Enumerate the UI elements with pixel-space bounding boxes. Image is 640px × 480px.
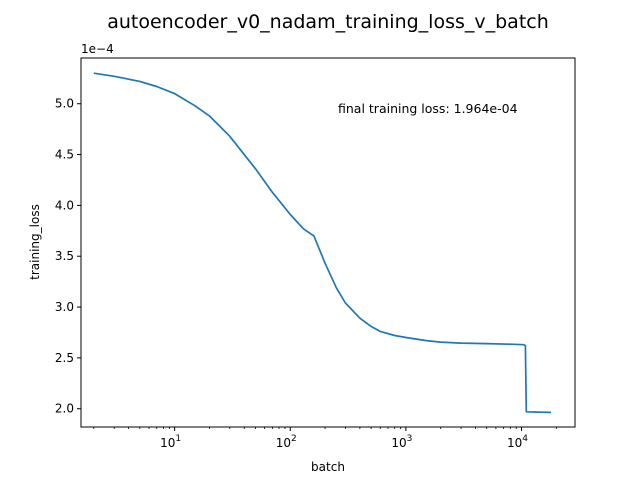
x-tick-label: 103 (391, 434, 412, 450)
y-tick-label: 3.5 (55, 249, 74, 263)
x-tick-label: 101 (160, 434, 181, 450)
final-loss-annotation: final training loss: 1.964e-04 (338, 101, 518, 116)
training-loss-line (93, 72, 552, 414)
y-axis: 2.0 2.5 3.0 3.5 4.0 4.5 5.0 (55, 97, 81, 416)
series-layer (93, 72, 552, 414)
y-axis-label: training_loss (28, 204, 42, 280)
y-tick-label: 2.0 (55, 402, 74, 416)
y-tick-label: 3.0 (55, 300, 74, 314)
y-tick-label: 4.5 (55, 148, 74, 162)
plot-area-frame (80, 57, 576, 428)
y-tick-label: 4.0 (55, 198, 74, 212)
y-tick-label: 5.0 (55, 97, 74, 111)
x-tick-label: 104 (507, 434, 528, 450)
chart-title: autoencoder_v0_nadam_training_loss_v_bat… (107, 11, 549, 33)
x-tick-label: 102 (276, 434, 297, 450)
y-axis-multiplier: 1e−4 (81, 42, 114, 56)
y-tick-label: 2.5 (55, 351, 74, 365)
x-axis-label: batch (311, 460, 345, 474)
x-axis: 101 102 103 104 (93, 427, 557, 450)
